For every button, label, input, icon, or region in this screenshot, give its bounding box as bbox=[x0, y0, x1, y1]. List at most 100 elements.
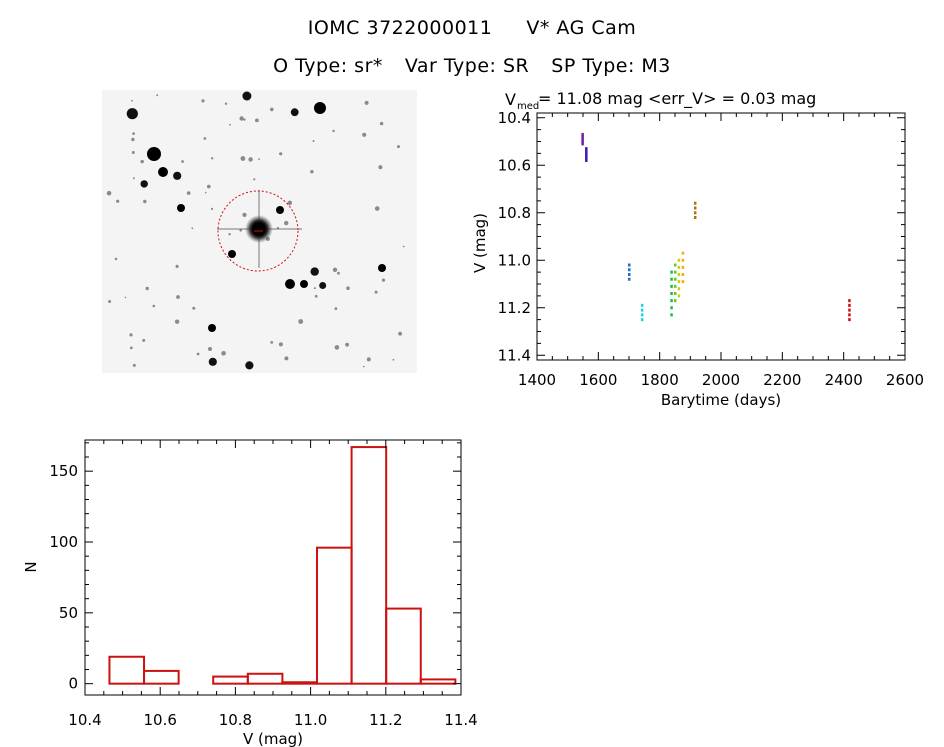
hist-ytick-label: 100 bbox=[49, 533, 78, 551]
sky-star bbox=[243, 118, 246, 121]
sky-star bbox=[319, 282, 327, 289]
sky-star bbox=[242, 91, 252, 101]
sky-star bbox=[156, 94, 159, 97]
sky-star bbox=[116, 199, 120, 203]
sky-star bbox=[379, 121, 384, 126]
lc-point bbox=[585, 147, 588, 151]
sky-star bbox=[207, 184, 211, 189]
sky-star bbox=[131, 99, 133, 102]
star-name: V* AG Cam bbox=[526, 17, 637, 39]
lc-xtick-label: 2000 bbox=[702, 371, 740, 389]
sky-star bbox=[276, 206, 284, 214]
sky-star bbox=[176, 295, 180, 299]
lc-point bbox=[670, 313, 673, 317]
hist-ytick-label: 0 bbox=[68, 675, 78, 693]
lc-point bbox=[693, 211, 697, 215]
sky-star bbox=[298, 319, 304, 324]
lc-point bbox=[585, 154, 588, 158]
sky-star bbox=[192, 306, 196, 310]
sky-star bbox=[278, 342, 283, 347]
sky-star bbox=[228, 233, 231, 236]
sky-star bbox=[129, 333, 133, 337]
lc-point bbox=[640, 308, 644, 312]
lc-ytick-label: 11.0 bbox=[498, 251, 531, 269]
hist-xtick-label: 10.8 bbox=[219, 711, 252, 729]
lc-ytick-label: 10.6 bbox=[498, 156, 531, 174]
hist-bar bbox=[212, 675, 249, 685]
hist-ylabel: N bbox=[22, 561, 40, 572]
sky-star bbox=[337, 271, 340, 275]
hist-xlabel: V (mag) bbox=[243, 730, 303, 747]
sky-star bbox=[196, 352, 200, 356]
sky-star bbox=[284, 356, 289, 361]
sky-star bbox=[270, 341, 274, 344]
lc-point bbox=[628, 263, 631, 267]
lc-point bbox=[674, 284, 677, 288]
sky-star bbox=[255, 118, 259, 123]
lc-point bbox=[848, 303, 851, 307]
sky-star bbox=[173, 171, 182, 180]
lc-xtick-label: 1400 bbox=[518, 371, 556, 389]
lc-point bbox=[581, 135, 584, 139]
lc-point bbox=[848, 318, 851, 322]
lc-point bbox=[681, 280, 685, 284]
sky-star bbox=[366, 357, 371, 362]
sky-star bbox=[381, 278, 386, 282]
lc-ytick-label: 11.2 bbox=[498, 299, 531, 317]
sky-star bbox=[332, 129, 335, 133]
sky-star bbox=[378, 264, 386, 272]
hist-ytick-label: 150 bbox=[49, 462, 78, 480]
sky-star bbox=[364, 100, 369, 105]
sky-star bbox=[142, 338, 146, 342]
lc-xtick-label: 1600 bbox=[579, 371, 617, 389]
lc-point bbox=[585, 159, 588, 162]
lc-point bbox=[670, 306, 673, 310]
sky-star bbox=[210, 207, 214, 210]
sky-star bbox=[285, 279, 295, 289]
lc-point bbox=[848, 308, 851, 312]
page-title: IOMC 3722000011 V* AG Cam bbox=[0, 17, 944, 39]
sky-star bbox=[346, 286, 350, 290]
sky-star bbox=[175, 264, 179, 268]
sky-star bbox=[124, 296, 127, 299]
var-type: Var Type: SR bbox=[404, 55, 530, 77]
sky-star bbox=[211, 157, 214, 160]
sky-star bbox=[402, 245, 405, 248]
sky-star bbox=[287, 200, 293, 206]
lc-xtick-label: 1800 bbox=[641, 371, 679, 389]
lc-point bbox=[677, 258, 681, 262]
sky-star bbox=[177, 204, 185, 212]
sky-star bbox=[362, 365, 365, 368]
lc-point bbox=[674, 277, 677, 281]
lc-point bbox=[674, 299, 677, 303]
sky-star bbox=[228, 250, 236, 258]
lc-xtick-label: 2600 bbox=[886, 371, 924, 389]
hist-bar bbox=[281, 681, 318, 685]
lc-point bbox=[628, 273, 631, 276]
lc-point bbox=[628, 268, 631, 272]
sky-star bbox=[126, 108, 138, 120]
lc-ytick-label: 11.4 bbox=[498, 346, 531, 364]
sky-star bbox=[208, 357, 217, 366]
lc-point bbox=[681, 265, 685, 269]
sky-star bbox=[362, 132, 367, 137]
sky-star bbox=[334, 345, 340, 350]
hist-bar bbox=[419, 678, 457, 685]
sky-star bbox=[204, 191, 207, 194]
sky-star bbox=[174, 319, 180, 324]
sky-star bbox=[248, 157, 253, 162]
sky-star bbox=[186, 191, 191, 195]
sky-star bbox=[398, 331, 402, 336]
lc-point bbox=[693, 206, 697, 210]
lc-point bbox=[677, 294, 681, 298]
sky-star bbox=[208, 347, 212, 351]
lc-point bbox=[674, 292, 677, 295]
lc-point bbox=[640, 303, 644, 307]
lc-point bbox=[585, 151, 588, 155]
lc-point bbox=[677, 265, 681, 269]
lc-point bbox=[677, 280, 681, 284]
sp-type: SP Type: M3 bbox=[551, 55, 671, 77]
sky-star bbox=[140, 159, 144, 164]
sky-star bbox=[145, 286, 149, 291]
sky-star bbox=[140, 180, 148, 188]
